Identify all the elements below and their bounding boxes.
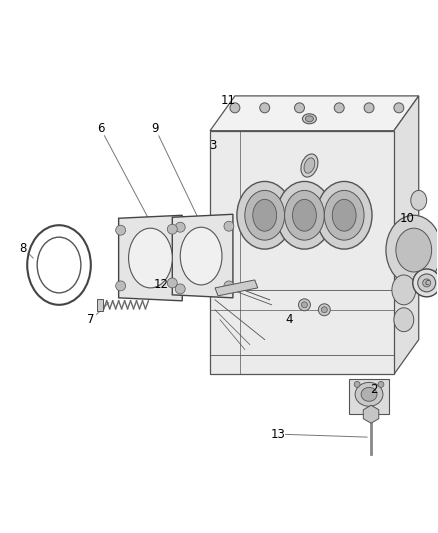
- Polygon shape: [210, 131, 394, 375]
- Ellipse shape: [293, 199, 316, 231]
- Circle shape: [167, 278, 177, 288]
- Ellipse shape: [316, 181, 372, 249]
- Text: 9: 9: [152, 122, 159, 135]
- Circle shape: [301, 302, 307, 308]
- Circle shape: [294, 103, 304, 113]
- Text: 10: 10: [399, 212, 414, 225]
- Polygon shape: [394, 96, 419, 375]
- Text: 7: 7: [87, 313, 95, 326]
- Ellipse shape: [386, 215, 438, 285]
- Ellipse shape: [304, 158, 315, 173]
- Circle shape: [354, 382, 360, 387]
- Ellipse shape: [392, 275, 416, 305]
- Text: 13: 13: [270, 427, 285, 441]
- Ellipse shape: [301, 154, 318, 177]
- Ellipse shape: [361, 387, 377, 401]
- Circle shape: [418, 274, 436, 292]
- Circle shape: [116, 281, 126, 291]
- Ellipse shape: [394, 308, 414, 332]
- Circle shape: [260, 103, 270, 113]
- Text: 4: 4: [286, 313, 293, 326]
- Ellipse shape: [245, 190, 285, 240]
- Polygon shape: [215, 280, 258, 296]
- Circle shape: [321, 307, 327, 313]
- Ellipse shape: [285, 190, 324, 240]
- Polygon shape: [210, 96, 419, 131]
- Circle shape: [224, 221, 234, 231]
- Circle shape: [224, 281, 234, 291]
- Ellipse shape: [303, 114, 316, 124]
- Ellipse shape: [253, 199, 277, 231]
- Circle shape: [423, 279, 431, 287]
- Polygon shape: [349, 379, 389, 414]
- Circle shape: [230, 103, 240, 113]
- Ellipse shape: [180, 227, 222, 285]
- Circle shape: [116, 225, 126, 235]
- Circle shape: [175, 222, 185, 232]
- Ellipse shape: [411, 190, 427, 211]
- Ellipse shape: [396, 228, 431, 272]
- Circle shape: [175, 284, 185, 294]
- Circle shape: [413, 269, 438, 297]
- Text: 8: 8: [20, 241, 27, 255]
- Text: c: c: [424, 278, 429, 287]
- Circle shape: [167, 224, 177, 234]
- Circle shape: [394, 103, 404, 113]
- Circle shape: [334, 103, 344, 113]
- Text: 11: 11: [220, 94, 236, 107]
- Ellipse shape: [332, 199, 356, 231]
- Circle shape: [318, 304, 330, 316]
- Polygon shape: [172, 214, 233, 298]
- Circle shape: [298, 299, 311, 311]
- Polygon shape: [119, 215, 182, 301]
- Ellipse shape: [277, 181, 332, 249]
- Polygon shape: [363, 405, 379, 423]
- Ellipse shape: [237, 181, 293, 249]
- Text: 2: 2: [370, 383, 378, 396]
- Ellipse shape: [129, 228, 172, 288]
- Text: 3: 3: [209, 139, 217, 152]
- Ellipse shape: [324, 190, 364, 240]
- Circle shape: [378, 382, 384, 387]
- Polygon shape: [97, 299, 103, 311]
- Ellipse shape: [355, 382, 383, 406]
- Circle shape: [364, 103, 374, 113]
- Ellipse shape: [305, 116, 314, 122]
- Text: 12: 12: [154, 278, 169, 292]
- Text: 6: 6: [97, 122, 105, 135]
